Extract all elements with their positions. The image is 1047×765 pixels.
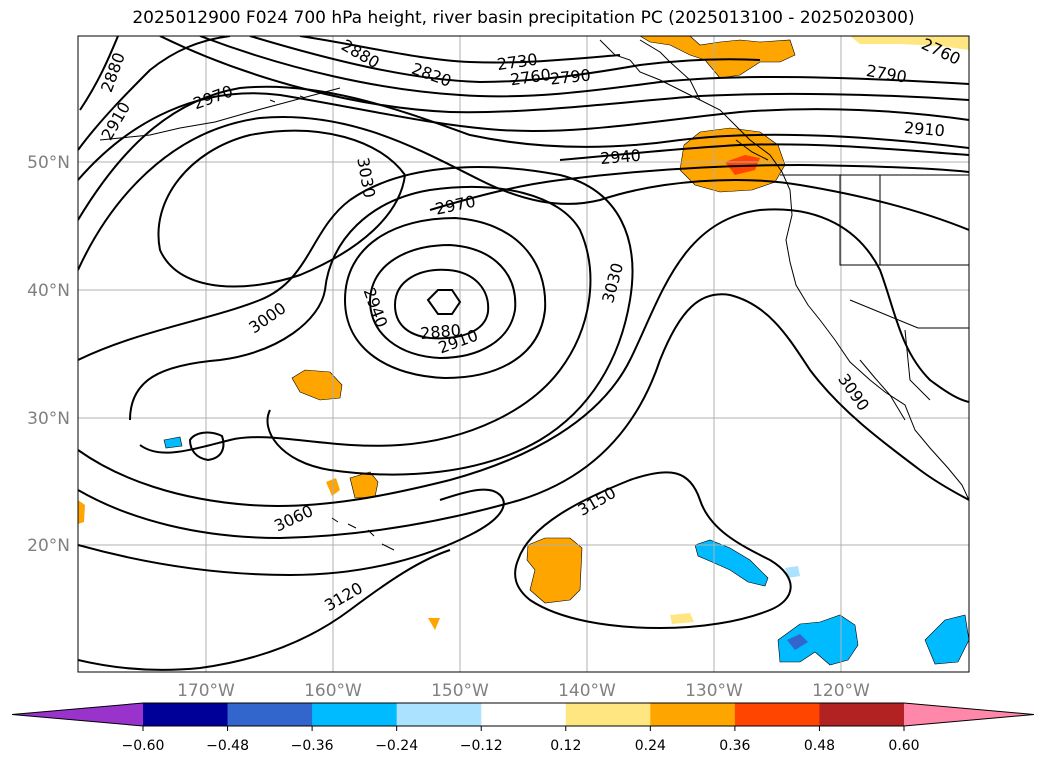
colorbar-tick-label: −0.24: [375, 738, 418, 754]
contour-label: 2910: [903, 118, 945, 140]
contour-2880-west: [79, 36, 119, 111]
colorbar-segment: [819, 703, 905, 726]
precip-blob-mid-west: [291, 369, 343, 401]
contour-low-2880: [426, 289, 462, 315]
map-title: 2025012900 F024 700 hPa height, river ba…: [132, 8, 915, 28]
height-contours: [78, 36, 969, 671]
contour-3060: [78, 208, 969, 507]
precip-blob-tiny: [428, 618, 440, 630]
colorbar-tick-label: −0.36: [291, 738, 334, 754]
colorbar: −0.60 −0.48 −0.36 −0.24 −0.12 0.12 0.24 0.36 0.4…: [11, 702, 1035, 754]
baja-peninsula: [859, 359, 906, 421]
contour-low-2970: [343, 216, 547, 380]
contour-2910-west: [78, 36, 231, 151]
contour-label: 2880: [419, 321, 461, 343]
colorbar-segment: [143, 703, 229, 726]
contour-low-2910: [393, 268, 490, 340]
colorbar-tick-label: 0.48: [804, 738, 835, 754]
contour-2970-east: [429, 163, 969, 211]
hawaii-islands: [331, 517, 395, 551]
gridlines: [78, 36, 969, 672]
contour-2970-top: [78, 85, 969, 221]
colorbar-tick-label: 0.36: [719, 738, 750, 754]
lat-label: 40°N: [27, 281, 70, 301]
lon-label: 140°W: [558, 681, 616, 701]
contour-2940-top: [78, 92, 969, 181]
colorbar-segment: [565, 703, 651, 726]
lat-label: 50°N: [27, 153, 70, 173]
precip-blob-neg-west: [163, 436, 183, 449]
contour-2820: [199, 36, 969, 98]
precip-blob-ne-corner: [850, 36, 969, 50]
contour-2940-east: [559, 143, 969, 161]
precip-blob-neg-se-core: [787, 634, 808, 650]
colorbar-tick-label: −0.12: [460, 738, 503, 754]
plot-frame: [77, 35, 970, 673]
colorbar-tick-label: 0.12: [550, 738, 581, 754]
lat-label: 30°N: [27, 409, 70, 429]
lon-label: 170°W: [177, 681, 235, 701]
colorbar-segment: [481, 703, 567, 726]
precip-blob-small-south: [670, 613, 694, 624]
contour-3150-closed: [514, 471, 792, 630]
colorbar-tick-label: −0.48: [206, 738, 249, 754]
precip-blob-neg-far-se: [924, 614, 969, 665]
precip-blob-neg-se: [777, 614, 859, 666]
lon-label: 130°W: [685, 681, 743, 701]
bering-dots: [269, 95, 306, 103]
precip-blob-south: [526, 537, 583, 604]
colorbar-tick-label: 0.60: [888, 738, 919, 754]
lat-label: 20°N: [27, 536, 70, 556]
colorbar-segment: [734, 703, 820, 726]
contour-3090: [78, 293, 969, 540]
lon-axis: 170°W 160°W 150°W 140°W 130°W 120°W: [177, 681, 870, 701]
colorbar-tick-label: −0.60: [122, 738, 165, 754]
lon-label: 160°W: [304, 681, 362, 701]
contour-label: 2940: [599, 146, 641, 168]
contour-3120: [78, 488, 505, 577]
contour-3120-south: [78, 549, 451, 671]
contour-2760-2730-north: [299, 36, 621, 64]
colorbar-extend-min: [12, 703, 143, 726]
colorbar-extend-max: [904, 703, 1034, 726]
contour-3000-outer: [78, 116, 969, 271]
colorbar-tick-label: 0.24: [635, 738, 666, 754]
contour-2850: [159, 36, 969, 114]
precip-blob-neg-small: [785, 566, 800, 578]
colorbar-segment: [227, 703, 313, 726]
contour-3030-local: [188, 431, 225, 462]
lat-axis: 50°N 40°N 30°N 20°N: [27, 153, 70, 556]
contour-label: 2790: [549, 65, 591, 88]
contour-low-2940: [368, 243, 517, 360]
colorbar-segment: [312, 703, 398, 726]
lon-label: 150°W: [431, 681, 489, 701]
plot-area: 2880 2910 2970 3030 2730 2760 2790 2760 …: [78, 36, 969, 672]
us-states-line: [839, 175, 969, 266]
us-mexico-border: [849, 299, 969, 329]
contour-3030-mid: [78, 166, 634, 476]
colorbar-segment: [396, 703, 482, 726]
precip-blob-left-edge: [78, 500, 85, 524]
lon-label: 120°W: [812, 681, 870, 701]
north-america-coast: [639, 39, 969, 501]
contour-3000-mid: [129, 185, 592, 454]
colorbar-segment: [650, 703, 736, 726]
contour-2790-north: [249, 36, 761, 84]
precip-blob-bc-coast: [639, 36, 796, 79]
